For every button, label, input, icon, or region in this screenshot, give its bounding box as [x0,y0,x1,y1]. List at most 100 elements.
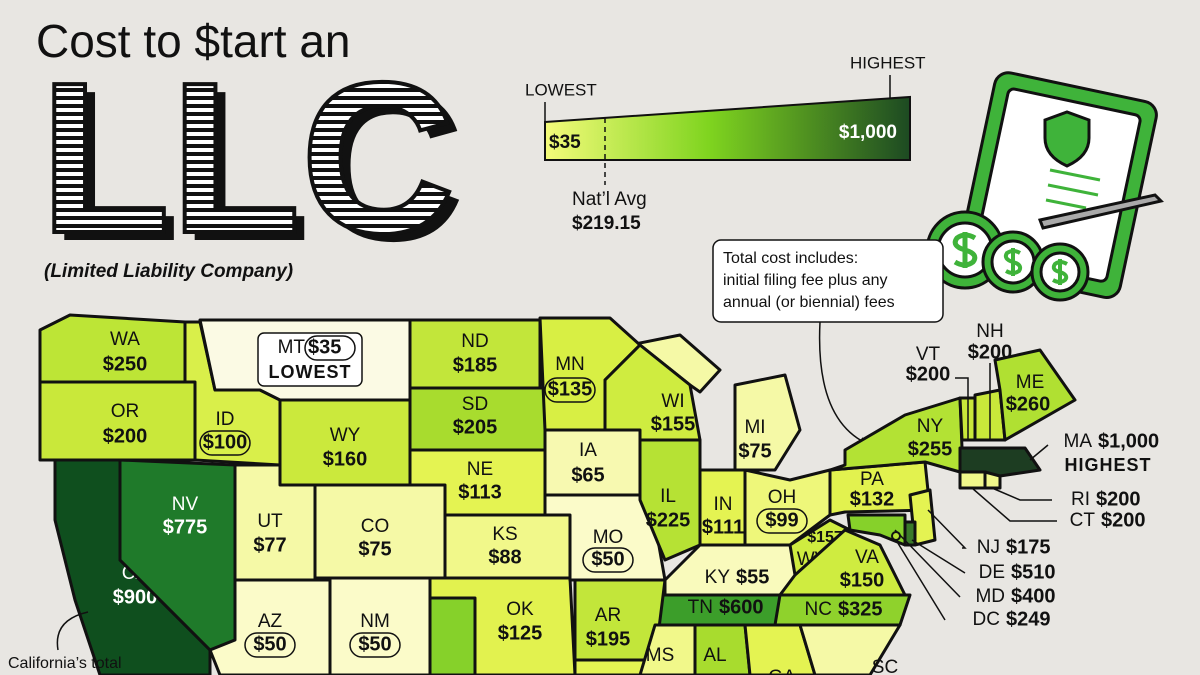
state-cost: $77 [253,534,286,556]
state-cost: $1,000 [1098,430,1159,452]
state-code: MN [555,354,585,375]
state-shape [328,576,432,675]
state-cost: $65 [571,464,604,486]
state-cost: $200 [1101,509,1146,531]
state-code: ND [461,331,488,352]
state-cost: $185 [453,354,498,376]
state-cost: $75 [358,538,391,560]
state-cost: $132 [850,488,895,510]
note-line: Total cost includes: [723,250,858,267]
state-cost: $100 [203,431,248,453]
state-shape [428,596,477,675]
state-cost: $205 [453,416,498,438]
state-cost: $195 [586,628,631,650]
state-code: NE [467,459,493,480]
big-title: LLC [40,37,455,278]
cost-circle [349,632,401,658]
state-cost: $125 [498,622,543,644]
state-tag: LOWEST [269,362,352,382]
state-shape [958,446,1042,478]
state-code: CO [361,516,390,537]
leader-line [991,487,1052,501]
state-shape [891,531,901,541]
state-cost: $99 [765,509,798,531]
state-code: UT [257,511,283,532]
state-code: MS [646,645,675,666]
cost-circle [199,430,251,456]
footnote-arrow [56,611,89,651]
state-cost: $175 [1006,536,1051,558]
state-code: NC [805,599,832,620]
state-code: OK [506,599,534,620]
leader-line [895,539,946,621]
state-code: CT [1070,510,1096,531]
state-code: WI [661,391,684,412]
state-code: OH [768,487,797,508]
state-cost: $50 [591,548,624,570]
state-shape [778,528,907,597]
state-code: WA [110,329,140,350]
title: Cost to $tart an [36,15,351,67]
state-code: ME [1016,372,1045,393]
map: WA$250OR$200CA$900NV$775ID$100MT$35LOWES… [38,313,1159,675]
state-code: GA [768,667,796,675]
state-cost: $55 [736,566,769,588]
legend-highest: HIGHEST [850,53,926,72]
state-cost: $111 [702,516,744,538]
average-value: $219.15 [572,213,641,234]
state-cost: $249 [1006,608,1051,630]
state-code: NJ [977,537,1000,558]
state-code: MO [593,527,624,548]
note-line: annual (or biennial) fees [723,294,895,311]
state-cost: $200 [103,425,148,447]
state-cost: $200 [1096,488,1141,510]
big-title-shadow: LLC [50,45,465,286]
state-code: AR [595,605,621,626]
leader-line [927,509,967,549]
state-shape [693,623,752,675]
leader-line [911,539,966,574]
cost-circle [544,377,596,403]
state-cost: $160 [323,448,368,470]
state-shape [983,470,1002,490]
state-cost: $510 [1011,561,1056,583]
state-code: IN [714,494,733,515]
leader-line [894,529,961,598]
legend-high-value: $1,000 [839,122,897,143]
state-cost: $260 [1006,393,1051,415]
state-cost: $135 [548,378,593,400]
state-shape [798,623,902,675]
state-code: IL [660,486,676,507]
state-code: IA [579,440,597,461]
state-code: NM [360,611,390,632]
state-shape [733,373,802,472]
state-shape [638,623,697,675]
state-code: RI [1071,489,1090,510]
state-cost: $250 [103,353,148,375]
state-code: NY [917,416,944,437]
state-cost: $400 [1011,585,1056,607]
state-cost: $50 [253,633,286,655]
state-cost: $225 [646,509,691,531]
state-shape [638,438,702,562]
state-code: VT [916,344,941,365]
state-code: SD [462,394,488,415]
state-cost: $150 [840,569,885,591]
state-code: NV [172,494,199,515]
leader-line [1029,444,1049,461]
state-code: WY [330,425,361,446]
state-code: AL [703,645,726,666]
state-code: MT [278,337,306,358]
state-cost: $200 [906,363,951,385]
state-cost: $325 [838,598,883,620]
state-cost: $775 [163,516,208,538]
state-shape [958,470,987,490]
cost-circle [304,335,356,361]
legend-bar [544,95,911,161]
state-shape [743,623,817,675]
state-code: NH [976,321,1003,342]
state-cost: $35 [308,336,341,358]
state-code: VA [855,547,879,568]
state-cost: $113 [458,481,501,503]
